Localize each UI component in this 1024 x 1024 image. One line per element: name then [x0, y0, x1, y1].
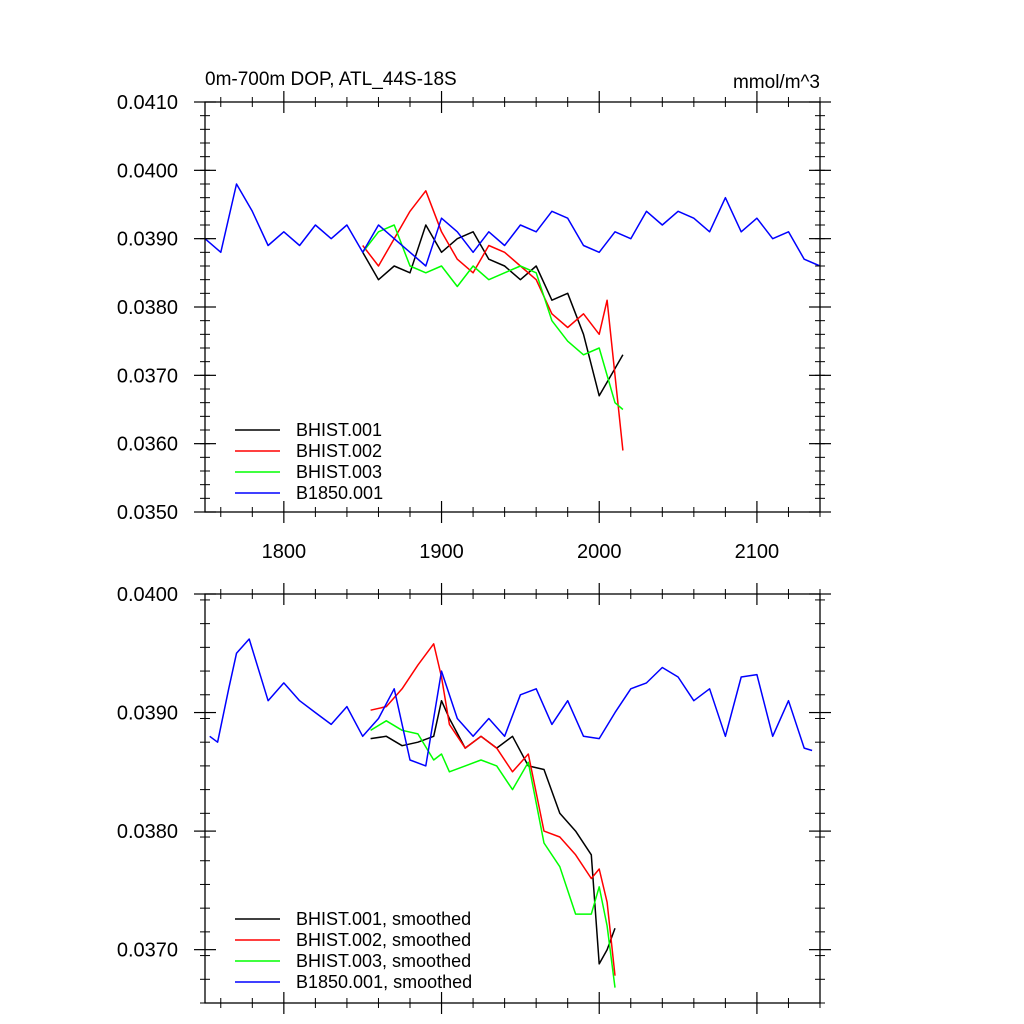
y-tick-label: 0.0360 [117, 434, 178, 456]
y-tick-label: 0.0380 [117, 821, 178, 843]
legend-label: BHIST.003 [296, 462, 382, 482]
x-tick-label: 2100 [735, 541, 780, 563]
series-line-b1850-001 [204, 183, 821, 267]
series-line-bhist-002-smoothed [370, 643, 616, 976]
series-line-bhist-003-smoothed [370, 720, 616, 988]
y-tick-label: 0.0350 [117, 502, 178, 524]
series-line-bhist-002 [362, 190, 624, 451]
x-tick-label: 2000 [577, 541, 622, 563]
legend-label: BHIST.002, smoothed [296, 930, 471, 950]
y-tick-label: 0.0400 [117, 160, 178, 182]
y-tick-label: 0.0400 [117, 584, 178, 606]
chart-title: 0m-700m DOP, ATL_44S-18S [205, 69, 457, 90]
y-tick-label: 0.0370 [117, 365, 178, 387]
top-panel: 0m-700m DOP, ATL_44S-18S mmol/m^3 0.0350… [117, 69, 831, 563]
units-label: mmol/m^3 [733, 72, 820, 93]
x-tick-label: 1800 [262, 541, 307, 563]
legend-label: BHIST.001 [296, 420, 382, 440]
y-tick-label: 0.0380 [117, 297, 178, 319]
y-tick-label: 0.0390 [117, 229, 178, 251]
series-line-bhist-003 [362, 224, 624, 411]
legend-label: B1850.001 [296, 483, 383, 503]
legend-label: B1850.001, smoothed [296, 972, 472, 992]
legend-label: BHIST.002 [296, 441, 382, 461]
legend-label: BHIST.003, smoothed [296, 951, 471, 971]
bottom-panel: 0.0370 0.0380 0.0390 0.0400 BHIST.001, smoo… [117, 583, 831, 1014]
plot-frame [204, 593, 821, 1004]
y-tick-label: 0.0390 [117, 703, 178, 725]
series-line-bhist-001 [362, 224, 624, 397]
series-line-b1850-001-smoothed [209, 638, 813, 767]
y-tick-label: 0.0410 [117, 92, 178, 114]
legend-label: BHIST.001, smoothed [296, 909, 471, 929]
y-tick-label: 0.0370 [117, 940, 178, 962]
x-tick-label: 1900 [419, 541, 464, 563]
